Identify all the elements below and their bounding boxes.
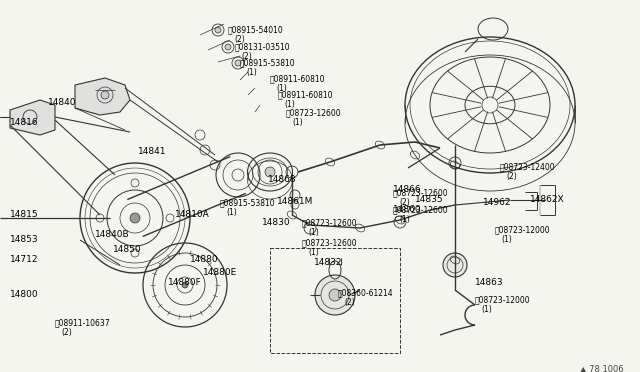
Text: 14861M: 14861M	[277, 197, 314, 206]
Text: Ⓑ08131-03510: Ⓑ08131-03510	[235, 42, 291, 51]
Text: 14863: 14863	[475, 278, 504, 287]
Text: 14866: 14866	[393, 185, 422, 194]
Text: 14880E: 14880E	[203, 268, 237, 277]
Text: 14832: 14832	[314, 258, 342, 267]
Polygon shape	[75, 78, 130, 115]
Text: ⓜ08915-53810: ⓜ08915-53810	[240, 58, 296, 67]
Text: Ⓜ08723-12600: Ⓜ08723-12600	[393, 188, 449, 197]
Text: ▲ 78 1006: ▲ 78 1006	[580, 364, 623, 372]
Circle shape	[443, 253, 467, 277]
Text: 14841: 14841	[138, 147, 166, 156]
Circle shape	[182, 282, 188, 288]
Text: (1): (1)	[226, 208, 237, 217]
Text: 14868: 14868	[268, 175, 296, 184]
Text: 14830: 14830	[262, 218, 291, 227]
Circle shape	[329, 289, 341, 301]
Text: Ⓜ08723-12000: Ⓜ08723-12000	[495, 225, 550, 234]
Text: Ⓝ08911-10637: Ⓝ08911-10637	[55, 318, 111, 327]
Circle shape	[130, 213, 140, 223]
Text: Ⓢ08360-61214: Ⓢ08360-61214	[338, 288, 394, 297]
Text: 14880F: 14880F	[168, 278, 202, 287]
Text: (1): (1)	[399, 215, 410, 224]
Text: (2): (2)	[241, 52, 252, 61]
Text: 14816: 14816	[10, 118, 38, 127]
Text: (2): (2)	[61, 328, 72, 337]
Text: (1): (1)	[308, 248, 319, 257]
Text: 14850: 14850	[113, 245, 141, 254]
Text: 14815: 14815	[10, 210, 38, 219]
Circle shape	[235, 60, 241, 66]
Text: 14840B: 14840B	[95, 230, 130, 239]
Text: (2): (2)	[234, 35, 244, 44]
Text: Ⓝ08911-60810: Ⓝ08911-60810	[270, 74, 326, 83]
Text: 14962: 14962	[483, 198, 511, 207]
Text: (1): (1)	[501, 235, 512, 244]
Text: ⓜ08915-54010: ⓜ08915-54010	[228, 25, 284, 34]
Text: Ⓜ08723-12400: Ⓜ08723-12400	[500, 162, 556, 171]
Circle shape	[315, 275, 355, 315]
Text: (1): (1)	[284, 100, 295, 109]
Text: Ⓜ08723-12600: Ⓜ08723-12600	[302, 238, 358, 247]
Circle shape	[101, 91, 109, 99]
Text: Ⓜ08723-12600: Ⓜ08723-12600	[286, 108, 342, 117]
Text: 14862X: 14862X	[530, 195, 564, 204]
Text: 14853: 14853	[10, 235, 38, 244]
Text: 14800: 14800	[10, 290, 38, 299]
Circle shape	[225, 44, 231, 50]
Bar	[270, 248, 400, 353]
Text: 14835: 14835	[415, 195, 444, 204]
Text: ⓜ08915-53810: ⓜ08915-53810	[220, 198, 276, 207]
Text: (1): (1)	[246, 68, 257, 77]
Text: (2): (2)	[344, 298, 355, 307]
Circle shape	[215, 27, 221, 33]
Text: (1): (1)	[481, 305, 492, 314]
Text: 14880: 14880	[190, 255, 219, 264]
Circle shape	[265, 167, 275, 177]
Text: Ⓜ08723-12600: Ⓜ08723-12600	[302, 218, 358, 227]
Text: (1): (1)	[292, 118, 303, 127]
Text: Ⓝ08911-60810: Ⓝ08911-60810	[278, 90, 333, 99]
Text: (1): (1)	[276, 84, 287, 93]
Text: 14810A: 14810A	[175, 210, 210, 219]
Text: 14840: 14840	[48, 98, 77, 107]
Text: 14712: 14712	[10, 255, 38, 264]
Text: 14860: 14860	[393, 205, 422, 214]
Text: Ⓜ08723-12600: Ⓜ08723-12600	[393, 205, 449, 214]
Text: (2): (2)	[506, 172, 516, 181]
Polygon shape	[10, 100, 55, 135]
Text: (2): (2)	[399, 198, 410, 207]
Text: (1): (1)	[308, 228, 319, 237]
Text: Ⓜ08723-12000: Ⓜ08723-12000	[475, 295, 531, 304]
